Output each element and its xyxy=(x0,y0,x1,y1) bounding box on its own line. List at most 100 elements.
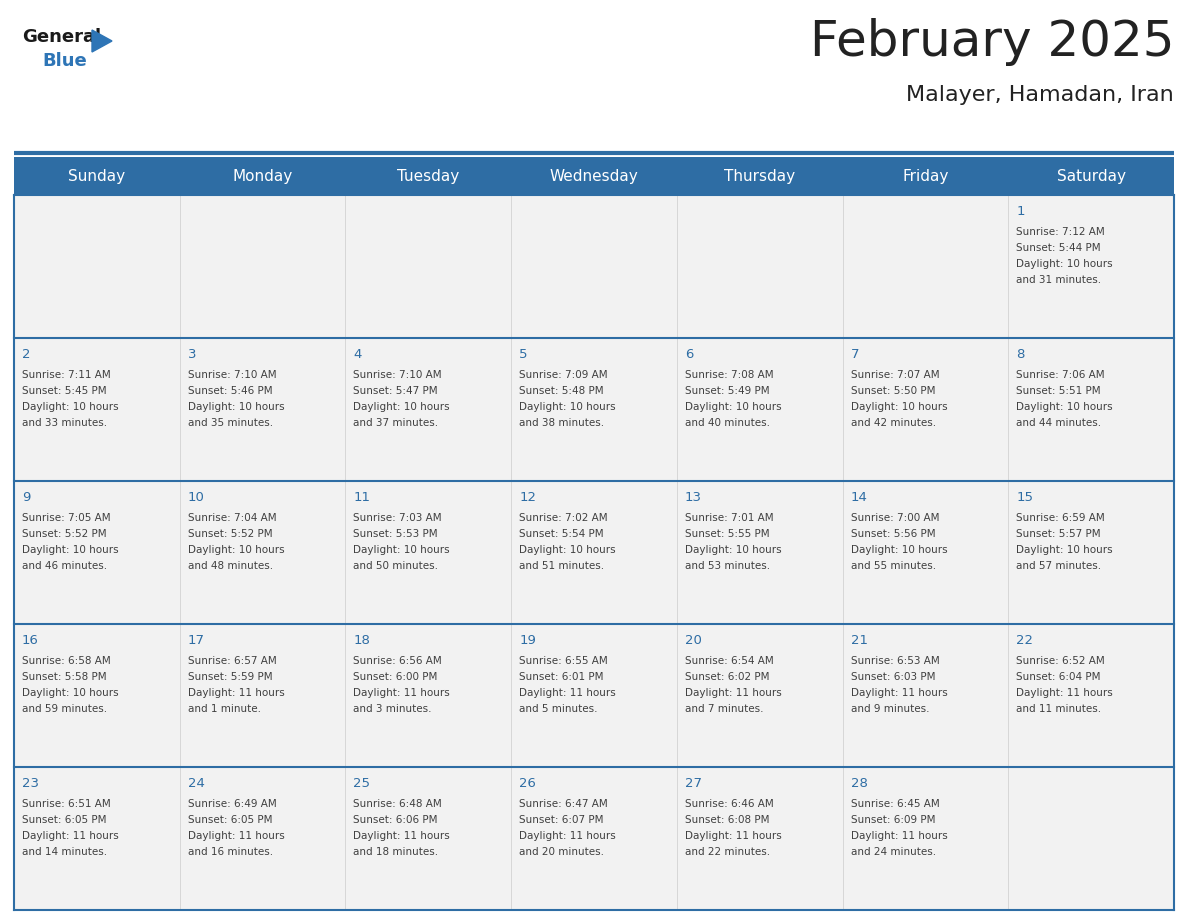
Text: Sunset: 5:45 PM: Sunset: 5:45 PM xyxy=(23,386,107,396)
Text: Daylight: 11 hours: Daylight: 11 hours xyxy=(23,831,119,841)
Text: Sunset: 5:56 PM: Sunset: 5:56 PM xyxy=(851,529,935,539)
Text: Sunday: Sunday xyxy=(68,169,126,184)
Text: Daylight: 11 hours: Daylight: 11 hours xyxy=(519,831,615,841)
Text: Sunrise: 7:08 AM: Sunrise: 7:08 AM xyxy=(684,370,773,380)
Text: Sunset: 5:53 PM: Sunset: 5:53 PM xyxy=(353,529,438,539)
Bar xyxy=(511,767,677,910)
Bar xyxy=(677,624,842,767)
Text: Friday: Friday xyxy=(902,169,948,184)
Text: Sunset: 5:46 PM: Sunset: 5:46 PM xyxy=(188,386,272,396)
Text: and 24 minutes.: and 24 minutes. xyxy=(851,847,936,857)
Text: Wednesday: Wednesday xyxy=(550,169,638,184)
Text: Sunrise: 6:57 AM: Sunrise: 6:57 AM xyxy=(188,656,277,666)
Text: Sunset: 6:08 PM: Sunset: 6:08 PM xyxy=(684,815,770,825)
Text: Daylight: 11 hours: Daylight: 11 hours xyxy=(851,831,947,841)
Text: and 1 minute.: and 1 minute. xyxy=(188,704,260,714)
Text: Sunrise: 7:05 AM: Sunrise: 7:05 AM xyxy=(23,513,110,523)
Text: 18: 18 xyxy=(353,634,371,647)
Text: Sunset: 6:02 PM: Sunset: 6:02 PM xyxy=(684,672,770,682)
Text: and 33 minutes.: and 33 minutes. xyxy=(23,418,107,428)
Text: Sunset: 5:54 PM: Sunset: 5:54 PM xyxy=(519,529,604,539)
Text: Sunset: 6:05 PM: Sunset: 6:05 PM xyxy=(188,815,272,825)
Text: Daylight: 10 hours: Daylight: 10 hours xyxy=(23,688,119,698)
Text: Daylight: 10 hours: Daylight: 10 hours xyxy=(23,402,119,412)
Text: 3: 3 xyxy=(188,348,196,361)
Text: Sunrise: 7:01 AM: Sunrise: 7:01 AM xyxy=(684,513,773,523)
Bar xyxy=(179,481,346,624)
Text: Daylight: 10 hours: Daylight: 10 hours xyxy=(1016,545,1113,555)
Bar xyxy=(346,195,511,338)
Bar xyxy=(511,481,677,624)
Text: Daylight: 10 hours: Daylight: 10 hours xyxy=(353,402,450,412)
Text: Sunrise: 7:00 AM: Sunrise: 7:00 AM xyxy=(851,513,939,523)
Text: Monday: Monday xyxy=(233,169,292,184)
Text: Sunrise: 7:03 AM: Sunrise: 7:03 AM xyxy=(353,513,442,523)
Text: Sunset: 5:52 PM: Sunset: 5:52 PM xyxy=(23,529,107,539)
Text: Sunset: 5:44 PM: Sunset: 5:44 PM xyxy=(1016,243,1101,253)
Text: 23: 23 xyxy=(23,777,39,790)
Text: Daylight: 11 hours: Daylight: 11 hours xyxy=(684,831,782,841)
Text: 11: 11 xyxy=(353,491,371,504)
Text: Sunset: 6:01 PM: Sunset: 6:01 PM xyxy=(519,672,604,682)
Bar xyxy=(677,481,842,624)
Text: Sunset: 6:05 PM: Sunset: 6:05 PM xyxy=(23,815,107,825)
Text: Sunrise: 7:10 AM: Sunrise: 7:10 AM xyxy=(188,370,277,380)
Text: 16: 16 xyxy=(23,634,39,647)
Text: Daylight: 10 hours: Daylight: 10 hours xyxy=(684,402,782,412)
Text: and 57 minutes.: and 57 minutes. xyxy=(1016,561,1101,571)
Text: and 42 minutes.: and 42 minutes. xyxy=(851,418,936,428)
Text: Daylight: 11 hours: Daylight: 11 hours xyxy=(188,688,284,698)
Text: 2: 2 xyxy=(23,348,31,361)
Text: Sunrise: 6:53 AM: Sunrise: 6:53 AM xyxy=(851,656,940,666)
Text: Sunset: 5:57 PM: Sunset: 5:57 PM xyxy=(1016,529,1101,539)
Bar xyxy=(842,767,1009,910)
Bar xyxy=(346,767,511,910)
Bar xyxy=(842,195,1009,338)
Text: Daylight: 10 hours: Daylight: 10 hours xyxy=(188,545,284,555)
Text: and 11 minutes.: and 11 minutes. xyxy=(1016,704,1101,714)
Text: 14: 14 xyxy=(851,491,867,504)
Bar xyxy=(346,338,511,481)
Bar xyxy=(346,624,511,767)
Text: Malayer, Hamadan, Iran: Malayer, Hamadan, Iran xyxy=(906,85,1174,105)
Text: Sunrise: 7:04 AM: Sunrise: 7:04 AM xyxy=(188,513,277,523)
Text: Sunrise: 7:02 AM: Sunrise: 7:02 AM xyxy=(519,513,608,523)
Text: Sunset: 5:51 PM: Sunset: 5:51 PM xyxy=(1016,386,1101,396)
Text: Sunrise: 7:07 AM: Sunrise: 7:07 AM xyxy=(851,370,940,380)
Text: 25: 25 xyxy=(353,777,371,790)
Text: 4: 4 xyxy=(353,348,362,361)
Text: Sunset: 6:04 PM: Sunset: 6:04 PM xyxy=(1016,672,1101,682)
Bar xyxy=(511,338,677,481)
Text: Daylight: 10 hours: Daylight: 10 hours xyxy=(684,545,782,555)
Text: 27: 27 xyxy=(684,777,702,790)
Bar xyxy=(14,481,179,624)
Bar xyxy=(842,481,1009,624)
Text: Sunset: 6:00 PM: Sunset: 6:00 PM xyxy=(353,672,438,682)
Text: Daylight: 11 hours: Daylight: 11 hours xyxy=(188,831,284,841)
Text: and 5 minutes.: and 5 minutes. xyxy=(519,704,598,714)
Text: Daylight: 10 hours: Daylight: 10 hours xyxy=(519,402,615,412)
Text: and 59 minutes.: and 59 minutes. xyxy=(23,704,107,714)
Text: Tuesday: Tuesday xyxy=(397,169,460,184)
Text: Sunset: 6:07 PM: Sunset: 6:07 PM xyxy=(519,815,604,825)
Text: Sunrise: 6:52 AM: Sunrise: 6:52 AM xyxy=(1016,656,1105,666)
Bar xyxy=(14,338,179,481)
Bar xyxy=(179,624,346,767)
Text: 6: 6 xyxy=(684,348,694,361)
Text: 21: 21 xyxy=(851,634,867,647)
Text: Blue: Blue xyxy=(42,52,87,70)
Text: 1: 1 xyxy=(1016,205,1025,218)
Text: Sunset: 5:48 PM: Sunset: 5:48 PM xyxy=(519,386,604,396)
Text: and 55 minutes.: and 55 minutes. xyxy=(851,561,936,571)
Text: 26: 26 xyxy=(519,777,536,790)
Text: and 35 minutes.: and 35 minutes. xyxy=(188,418,273,428)
Text: and 46 minutes.: and 46 minutes. xyxy=(23,561,107,571)
Text: Sunrise: 7:12 AM: Sunrise: 7:12 AM xyxy=(1016,227,1105,237)
Polygon shape xyxy=(91,30,112,52)
Text: Sunrise: 6:46 AM: Sunrise: 6:46 AM xyxy=(684,799,773,809)
Bar xyxy=(179,338,346,481)
Text: 9: 9 xyxy=(23,491,31,504)
Text: Sunset: 6:03 PM: Sunset: 6:03 PM xyxy=(851,672,935,682)
Text: 10: 10 xyxy=(188,491,204,504)
Text: Sunrise: 6:58 AM: Sunrise: 6:58 AM xyxy=(23,656,110,666)
